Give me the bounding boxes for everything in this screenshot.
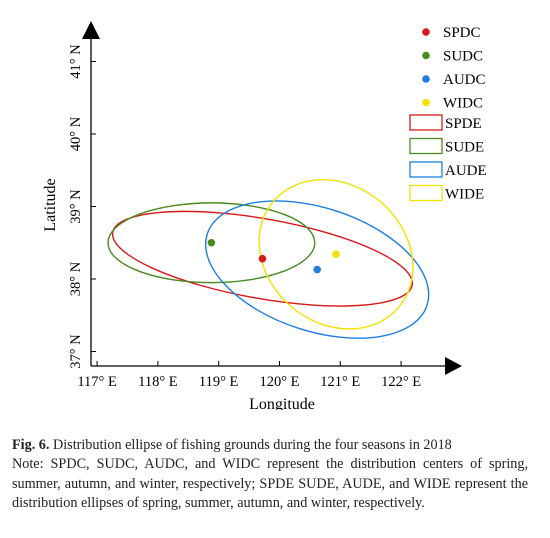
x-axis-arrow-icon: [445, 357, 462, 375]
legend-swatch-spde: [409, 114, 443, 131]
y-axis-arrow-icon: [82, 21, 100, 39]
legend-label-audc: AUDC: [443, 72, 486, 88]
center-point-spdc: [258, 254, 267, 263]
ellipse-spde: [111, 210, 414, 307]
legend-label-widc: WIDC: [443, 96, 483, 112]
legend-marker-spdc: [422, 28, 430, 36]
x-tick-label: 119° E: [199, 374, 239, 390]
y-axis-label: Latitude: [42, 178, 59, 231]
legend-label-sude: SUDE: [445, 140, 484, 156]
center-point-layer: [207, 238, 340, 274]
legend-label-spdc: SPDC: [443, 25, 481, 41]
caption-label: Fig. 6.: [12, 437, 50, 453]
legend-swatch-sude: [409, 137, 443, 155]
legend: SPDC SUDC AUDC WIDC SPDE SUDE AUDE WIDE: [409, 25, 487, 203]
tick-label-layer: 117° E 118° E 119° E 120° E 121° E 122° E 37° …: [68, 44, 421, 390]
x-tick-label: 120° E: [259, 374, 299, 390]
center-point-audc: [313, 265, 321, 274]
figure-chart: 117° E 118° E 119° E 120° E 121° E 122° E 37° …: [42, 21, 487, 410]
figure-caption: Fig. 6. Distribution ellipse of fishing …: [12, 436, 528, 514]
ellipse-layer: [107, 179, 430, 339]
ellipse-sude: [107, 202, 316, 284]
caption-note: Note: SPDC, SUDC, AUDC, and WIDC represe…: [12, 456, 528, 512]
x-tick-label: 117° E: [77, 374, 117, 390]
chart-axes: [82, 21, 462, 375]
y-tick-label: 37° N: [68, 334, 84, 369]
y-tick-label: 38° N: [68, 261, 84, 296]
legend-marker-audc: [422, 75, 430, 83]
legend-swatch-aude: [409, 161, 443, 178]
y-tick-label: 39° N: [68, 189, 84, 224]
center-point-widc: [332, 250, 340, 259]
x-tick-label: 122° E: [381, 374, 421, 390]
ellipse-wide: [258, 179, 414, 330]
caption-title: Distribution ellipse of fishing grounds …: [52, 437, 452, 453]
y-tick-label: 41° N: [68, 44, 84, 79]
legend-marker-widc: [422, 98, 430, 107]
legend-label-wide: WIDE: [445, 187, 484, 203]
x-axis-label: Longitude: [249, 396, 315, 410]
legend-marker-sudc: [422, 51, 430, 60]
legend-label-sudc: SUDC: [443, 49, 483, 65]
ellipse-aude: [204, 200, 430, 339]
x-tick-label: 121° E: [320, 374, 360, 390]
x-tick-label: 118° E: [138, 374, 178, 390]
y-tick-label: 40° N: [68, 116, 84, 151]
legend-label-spde: SPDE: [445, 116, 482, 132]
center-point-sudc: [207, 238, 216, 247]
legend-label-aude: AUDE: [445, 163, 487, 179]
legend-swatch-wide: [409, 184, 443, 202]
